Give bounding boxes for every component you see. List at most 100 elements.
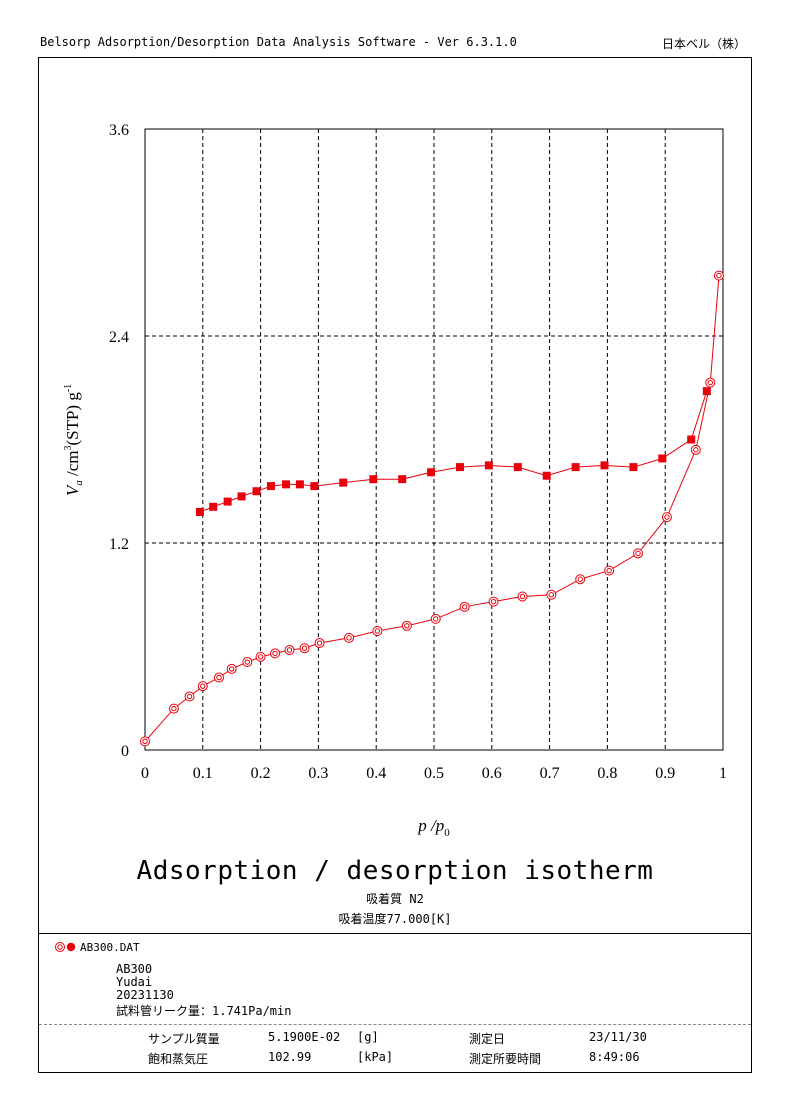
adsorption-point <box>459 601 470 612</box>
y-tick-label: 0 <box>121 743 129 760</box>
y-tick-label: 2.4 <box>109 329 129 346</box>
desorption-point <box>687 435 696 444</box>
adsorption-point <box>270 648 281 659</box>
x-tick-label: 0.7 <box>540 765 560 782</box>
x-axis-label: p /p0 <box>417 816 450 839</box>
adsorption-point <box>168 703 179 714</box>
adsorption-point <box>488 596 499 607</box>
desorption-point <box>542 471 551 480</box>
desorption-point <box>513 463 522 472</box>
desorption-point <box>295 480 304 489</box>
x-tick-label: 0.6 <box>482 765 502 782</box>
desorption-point <box>195 507 204 516</box>
dashed-divider <box>39 1024 751 1025</box>
sat-pressure-unit: [kPa] <box>357 1050 394 1064</box>
isotherm-chart: 0 0.1 0.2 0.3 0.4 0.5 0.6 0.7 0.8 0.9 1 0 1.2 2.4 3.6… <box>63 122 727 839</box>
adsorption-point <box>344 632 355 643</box>
y-tick-labels: 0 1.2 2.4 3.6 <box>109 122 129 760</box>
adsorption-point <box>633 548 644 559</box>
desorption-point <box>209 502 218 511</box>
desorption-point <box>310 482 319 491</box>
sample-name: AB300 <box>116 962 153 976</box>
sample-mass-value: 5.1900E-02 <box>268 1030 341 1044</box>
date-code: 20231130 <box>116 988 174 1002</box>
desorption-point <box>702 387 711 396</box>
x-tick-label: 0.4 <box>366 765 386 782</box>
desorption-point <box>484 461 493 470</box>
measure-date-label: 測定日 <box>469 1032 506 1046</box>
chart-title: Adsorption / desorption isotherm <box>136 856 654 886</box>
adsorption-point <box>546 589 557 600</box>
adsorption-point <box>284 644 295 655</box>
series-adsorption <box>140 270 724 747</box>
x-tick-labels: 0 0.1 0.2 0.3 0.4 0.5 0.6 0.7 0.8 0.9 1 <box>141 765 727 782</box>
adsorption-point <box>372 625 383 636</box>
adsorption-point <box>401 620 412 631</box>
report-frame <box>38 57 752 1073</box>
desorption-point <box>369 475 378 484</box>
desorption-point <box>282 480 291 489</box>
adsorption-point <box>213 672 224 683</box>
adsorption-point <box>242 657 253 668</box>
y-tick-label: 1.2 <box>109 536 129 553</box>
adsorption-point <box>713 270 724 281</box>
x-tick-label: 1 <box>719 765 727 782</box>
x-tick-label: 0.9 <box>655 765 675 782</box>
adsorption-point <box>184 691 195 702</box>
desorption-point <box>600 461 609 470</box>
measure-date-value: 23/11/30 <box>589 1030 647 1044</box>
adsorbate-label: 吸着質 N2 <box>366 892 424 906</box>
software-header: Belsorp Adsorption/Desorption Data Analy… <box>40 35 517 49</box>
desorption-point <box>658 454 667 463</box>
legend: AB300.DAT <box>54 940 140 954</box>
x-tick-label: 0.1 <box>193 765 213 782</box>
sat-pressure-value: 102.99 <box>268 1050 312 1064</box>
leak-rate: 試料管リーク量：1.741Pa/min <box>116 1004 292 1018</box>
desorption-point <box>629 463 638 472</box>
adsorption-point <box>575 574 586 585</box>
desorption-point <box>237 492 246 501</box>
data-series <box>140 270 724 747</box>
adsorption-point <box>690 444 701 455</box>
sample-mass-label: サンプル質量 <box>148 1032 220 1046</box>
desorption-line <box>199 391 708 513</box>
x-tick-label: 0.3 <box>308 765 328 782</box>
desorption-point <box>571 463 580 472</box>
sat-pressure-label: 飽和蒸気圧 <box>148 1052 209 1066</box>
grid-lines <box>145 129 723 750</box>
y-axis-label: Va /cm3(STP) g-1 <box>63 384 85 496</box>
company-name: 日本ベル（株） <box>661 37 746 51</box>
sample-mass-unit: [g] <box>357 1030 379 1044</box>
x-tick-label: 0.2 <box>251 765 271 782</box>
adsorption-point <box>604 565 615 576</box>
desorption-point <box>267 482 276 491</box>
operator-name: Yudai <box>116 975 153 989</box>
adsorption-point <box>255 651 266 662</box>
series-desorption <box>195 387 711 516</box>
legend-file-label: AB300.DAT <box>80 940 140 954</box>
adsorption-point <box>140 736 150 747</box>
adsorption-point <box>299 643 310 654</box>
x-tick-label: 0.8 <box>597 765 617 782</box>
desorption-point <box>339 478 348 487</box>
x-tick-label: 0.5 <box>424 765 444 782</box>
desorption-point <box>252 487 261 496</box>
adsorption-point <box>661 512 672 523</box>
temperature-label: 吸着温度77.000[K] <box>338 912 452 926</box>
x-tick-label: 0 <box>141 765 149 782</box>
desorption-point <box>427 468 436 477</box>
adsorption-point <box>226 663 237 674</box>
plot-border <box>144 128 724 751</box>
desorption-point <box>223 497 232 506</box>
adsorption-point <box>197 681 208 692</box>
adsorption-point <box>430 613 441 624</box>
y-tick-label: 3.6 <box>109 122 129 139</box>
section-divider <box>39 933 751 934</box>
adsorption-point <box>314 638 325 649</box>
measure-time-value: 8:49:06 <box>589 1050 640 1064</box>
adsorption-point <box>705 377 716 388</box>
legend-markers <box>55 942 76 952</box>
desorption-point <box>398 475 407 484</box>
adsorption-point <box>517 591 528 602</box>
desorption-point <box>456 463 465 472</box>
